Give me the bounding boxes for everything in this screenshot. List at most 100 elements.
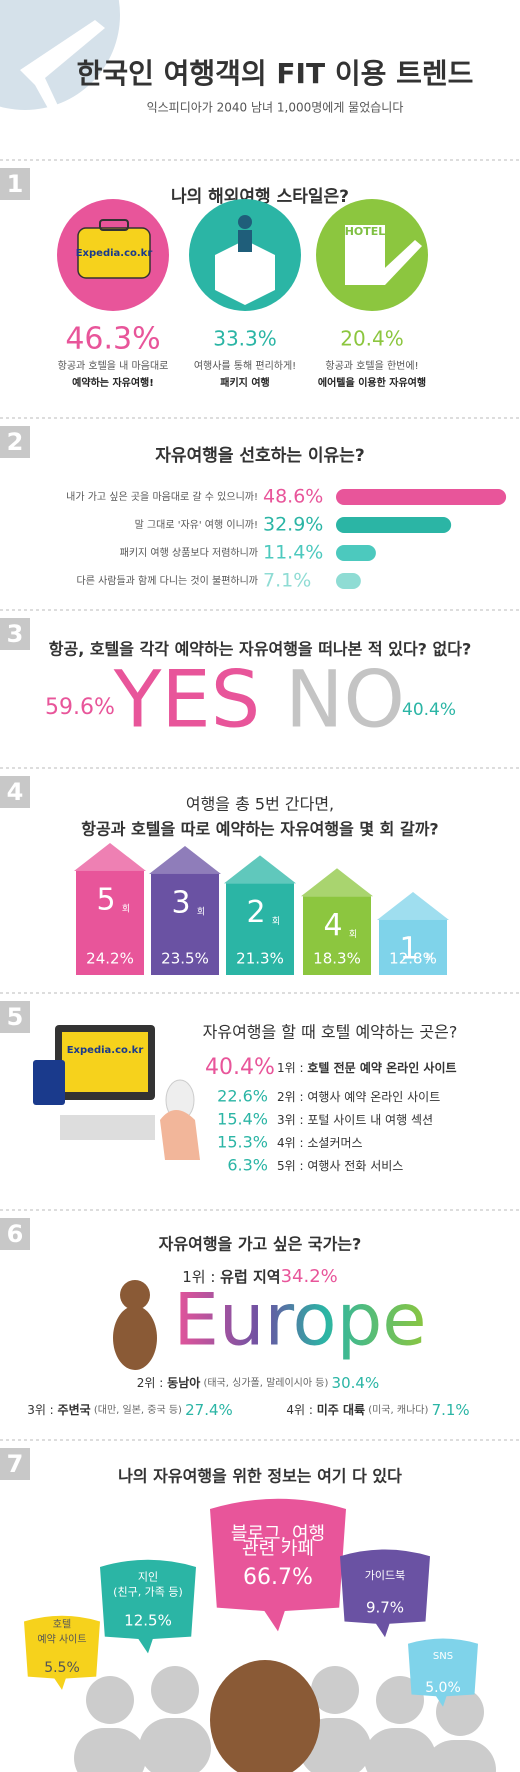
section-number-box <box>0 426 30 458</box>
bubble-percent: 5.0% <box>425 1680 461 1696</box>
no-word: NO <box>285 655 405 745</box>
house-unit: 회 <box>122 903 130 914</box>
text-part: 4위 : <box>286 1403 316 1417</box>
bubble-text: 예약 사이트 <box>37 1634 86 1646</box>
section-number: 7 <box>7 1450 24 1478</box>
hotel-row: 5위 : 여행사 전화 서비스 <box>277 1158 403 1173</box>
section-number: 1 <box>7 170 24 198</box>
hotel-percent: 6.3% <box>227 1156 268 1175</box>
person-head <box>311 1666 359 1714</box>
bubble-text: 블로그, 여행 <box>231 1524 325 1545</box>
house-percent: 21.3% <box>236 950 284 968</box>
house-body <box>379 919 447 975</box>
section-number: 4 <box>7 778 24 806</box>
bear-head <box>120 1280 150 1310</box>
house-unit: 회 <box>349 929 357 940</box>
section-number-box <box>0 618 30 650</box>
bubble-text: 관련 카페 <box>242 1539 314 1560</box>
house-unit: 회 <box>197 906 205 917</box>
reason-label: 말 그대로 '자유' 여행 이니까! <box>135 519 258 531</box>
bubble-text: 지인 <box>138 1571 158 1584</box>
rank: 5위 : <box>277 1159 307 1173</box>
brand-label: Expedia.co.kr <box>67 1045 144 1056</box>
bubble-percent: 12.5% <box>124 1612 172 1630</box>
section-number: 3 <box>7 620 24 648</box>
house-count: 1 <box>399 931 418 966</box>
hotel-percent: 22.6% <box>217 1087 268 1106</box>
subtitle: 익스피디아가 2040 남녀 1,000명에게 물었습니다 <box>147 101 404 115</box>
title: 한국인 여행객의 FIT 이용 트렌드 <box>77 57 474 90</box>
destination-percent: 34.2% <box>281 1266 338 1287</box>
section-number: 2 <box>7 428 24 456</box>
reason-percent: 48.6% <box>263 486 323 508</box>
house-count: 3 <box>171 885 190 920</box>
section-number: 5 <box>7 1003 24 1031</box>
style-desc: 항공과 호텔을 내 마음대로 <box>58 360 169 372</box>
bubble-text: (친구, 가족 등) <box>113 1586 183 1599</box>
section-number: 6 <box>7 1220 24 1248</box>
rank: 1위 : <box>277 1061 307 1075</box>
hotel-text: 여행사 전화 서비스 <box>307 1158 403 1173</box>
rank: 4위 : <box>277 1136 307 1150</box>
question: 자유여행을 가고 싶은 국가는? <box>159 1235 362 1254</box>
question: 항공과 호텔을 따로 예약하는 자유여행을 몇 회 갈까? <box>81 820 438 839</box>
section-number-box <box>0 1218 30 1250</box>
person-body <box>139 1718 211 1772</box>
brand-label: Expedia.co.kr <box>76 248 153 259</box>
text-part: 1위 : <box>182 1268 220 1286</box>
other-rank: 2위 : 동남아 (태국, 싱가폴, 말레이시아 등) 30.4% <box>137 1374 379 1392</box>
house-percent: 12.8% <box>389 950 437 968</box>
hotel-text: 포털 사이트 내 여행 섹션 <box>307 1112 433 1127</box>
other-rank: 4위 : 미주 대륙 (미국, 캐나다) 7.1% <box>286 1401 469 1419</box>
style-desc: 패키지 여행 <box>220 376 269 389</box>
question: 자유여행을 선호하는 이유는? <box>155 446 364 466</box>
plane-icon <box>372 240 422 285</box>
bubble-percent: 9.7% <box>366 1599 404 1617</box>
house-roof <box>377 891 449 920</box>
reason-percent: 11.4% <box>263 542 323 564</box>
hotel-text: 호텔 전문 예약 온라인 사이트 <box>307 1060 456 1075</box>
hotel-row: 1위 : 호텔 전문 예약 온라인 사이트 <box>277 1060 457 1075</box>
speech-bubble <box>408 1638 478 1707</box>
person-body <box>74 1728 146 1772</box>
speech-bubble <box>340 1549 430 1638</box>
destination-percent: 7.1% <box>432 1401 470 1419</box>
person-body <box>424 1740 496 1772</box>
destination-percent: 30.4% <box>332 1374 380 1392</box>
hotel-row: 2위 : 여행사 예약 온라인 사이트 <box>277 1089 440 1104</box>
house-roof <box>74 842 146 871</box>
yes-percent: 59.6% <box>45 695 115 720</box>
hotel-text: 여행사 예약 온라인 사이트 <box>307 1089 440 1104</box>
europe-word: Europe <box>173 1278 426 1362</box>
style-percent: 20.4% <box>340 327 404 351</box>
speech-bubble <box>210 1498 346 1632</box>
keyboard <box>60 1115 155 1140</box>
person-head <box>436 1688 484 1736</box>
house-percent: 24.2% <box>86 950 134 968</box>
question: 항공, 호텔을 각각 예약하는 자유여행을 떠나본 적 있다? 없다? <box>49 640 471 659</box>
traveler-head <box>238 215 252 229</box>
plane-icon <box>20 20 105 112</box>
reason-percent: 7.1% <box>263 570 311 592</box>
question: 여행을 총 5번 간다면, <box>186 795 334 814</box>
question: 나의 해외여행 스타일은? <box>171 187 349 207</box>
text-part: (대만, 일본, 중국 등) <box>91 1404 185 1416</box>
house-body <box>303 896 371 975</box>
hotel-label: HOTEL <box>345 225 386 238</box>
bear-body <box>113 1306 157 1370</box>
style-desc: 에어텔을 이용한 자유여행 <box>318 376 426 389</box>
house-count: 4 <box>323 908 342 943</box>
style-desc: 예약하는 자유여행! <box>72 376 154 389</box>
monitor-screen <box>62 1032 148 1092</box>
reason-label: 다른 사람들과 함께 다니는 것이 불편하니까 <box>77 574 259 587</box>
destination-percent: 27.4% <box>185 1401 233 1419</box>
speech-bubble <box>24 1615 100 1690</box>
reason-bar <box>336 489 507 505</box>
traveler-body <box>238 230 252 252</box>
reason-bar <box>336 545 376 561</box>
section-number-box <box>0 168 30 200</box>
house-unit: 회 <box>272 916 280 927</box>
yes-word: YES <box>113 655 260 745</box>
style-percent: 33.3% <box>213 327 277 351</box>
bubble-text: 가이드북 <box>365 1569 405 1582</box>
